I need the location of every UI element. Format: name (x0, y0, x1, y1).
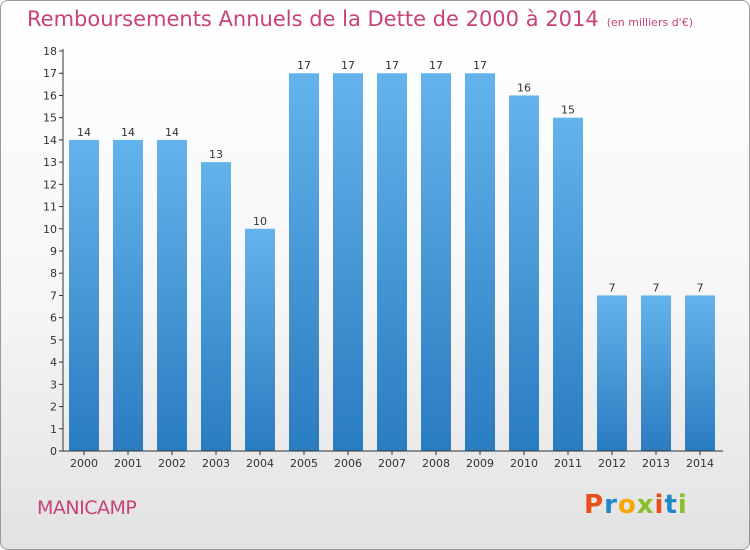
brand-letter: x (636, 490, 655, 520)
y-tick-label: 7 (50, 289, 57, 302)
y-tick-label: 18 (43, 45, 57, 58)
y-tick-label: 16 (43, 89, 57, 102)
bar-2006[interactable] (333, 73, 363, 451)
y-tick-label: 13 (43, 156, 57, 169)
bar-value-label: 17 (297, 59, 311, 72)
brand-letter: i (677, 490, 688, 520)
x-tick-label: 2012 (598, 457, 626, 470)
x-tick-label: 2014 (686, 457, 714, 470)
bar-2013[interactable] (641, 295, 671, 451)
y-tick-label: 8 (50, 267, 57, 280)
bar-value-label: 15 (561, 104, 575, 117)
bar-2002[interactable] (157, 139, 187, 451)
bar-value-label: 17 (473, 59, 487, 72)
commune-name: MANICAMP (37, 497, 137, 519)
y-tick-label: 4 (50, 356, 57, 369)
bar-2007[interactable] (377, 73, 407, 451)
y-tick-label: 14 (43, 134, 57, 147)
y-tick-label: 17 (43, 67, 57, 80)
y-tick-label: 2 (50, 401, 57, 414)
y-tick-label: 5 (50, 334, 57, 347)
chart-title: Remboursements Annuels de la Dette de 20… (27, 7, 693, 31)
bar-2003[interactable] (201, 162, 231, 451)
unit-note: (en milliers d'€) (606, 16, 693, 29)
bar-value-label: 10 (253, 215, 267, 228)
bar-value-label: 17 (385, 59, 399, 72)
bar-2014[interactable] (685, 295, 715, 451)
x-tick-label: 2000 (70, 457, 98, 470)
brand-letter: i (654, 490, 665, 520)
y-tick-label: 9 (50, 245, 57, 258)
brand-letter: r (604, 490, 618, 520)
y-tick-label: 12 (43, 178, 57, 191)
bar-2009[interactable] (465, 73, 495, 451)
bar-value-label: 13 (209, 148, 223, 161)
y-tick-label: 0 (50, 445, 57, 458)
brand-letter: P (584, 490, 605, 520)
bar-2008[interactable] (421, 73, 451, 451)
brand-letter: t (664, 490, 678, 520)
bar-2012[interactable] (597, 295, 627, 451)
bar-value-label: 7 (697, 281, 704, 294)
bar-value-label: 17 (429, 59, 443, 72)
y-tick-label: 1 (50, 423, 57, 436)
bar-value-label: 14 (121, 126, 135, 139)
x-tick-label: 2011 (554, 457, 582, 470)
y-tick-label: 10 (43, 223, 57, 236)
brand-letter: o (617, 490, 637, 520)
bar-2010[interactable] (509, 95, 539, 451)
bar-2005[interactable] (289, 73, 319, 451)
x-tick-label: 2007 (378, 457, 406, 470)
x-tick-label: 2006 (334, 457, 362, 470)
x-tick-label: 2004 (246, 457, 274, 470)
x-tick-label: 2013 (642, 457, 670, 470)
bar-value-label: 14 (165, 126, 179, 139)
bar-2004[interactable] (245, 228, 275, 451)
bar-value-label: 7 (653, 281, 660, 294)
y-tick-label: 3 (50, 378, 57, 391)
bar-value-label: 17 (341, 59, 355, 72)
x-tick-label: 2009 (466, 457, 494, 470)
proxiti-logo[interactable]: Proxiti (584, 490, 688, 520)
bar-2000[interactable] (69, 139, 99, 451)
x-tick-label: 2002 (158, 457, 186, 470)
y-tick-label: 15 (43, 112, 57, 125)
x-axis: 2000 2001 2002 2003 2004 2005 2006 2007 2008 2009… (63, 450, 723, 470)
y-tick-label: 6 (50, 312, 57, 325)
bars-layer: 14 14 14 13 10 17 17 17 17 17 16 15 7 7 7 (69, 59, 715, 452)
x-tick-label: 2010 (510, 457, 538, 470)
bar-value-label: 16 (517, 81, 531, 94)
y-tick-label: 11 (43, 201, 57, 214)
bar-value-label: 7 (609, 281, 616, 294)
bar-value-label: 14 (77, 126, 91, 139)
x-tick-label: 2001 (114, 457, 142, 470)
bar-2001[interactable] (113, 139, 143, 451)
x-tick-label: 2005 (290, 457, 318, 470)
x-tick-label: 2008 (422, 457, 450, 470)
bar-2011[interactable] (553, 117, 583, 452)
x-tick-label: 2003 (202, 457, 230, 470)
title-text: Remboursements Annuels de la Dette de 20… (27, 7, 599, 31)
